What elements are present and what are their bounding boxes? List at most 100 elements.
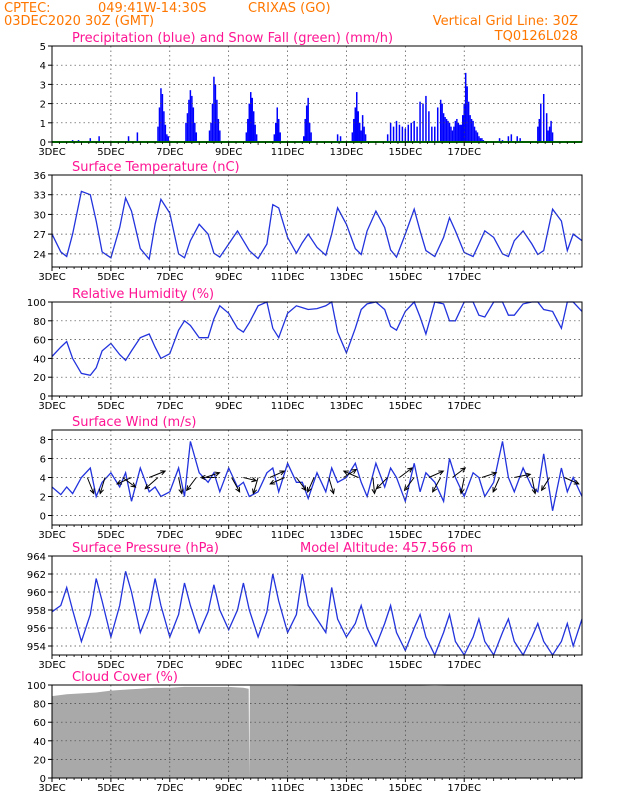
precip-bar xyxy=(305,105,308,142)
wind-arrow xyxy=(404,477,415,491)
wind-arrow xyxy=(541,477,551,491)
precip-bar xyxy=(310,132,312,142)
temp-title: Surface Temperature (nC) xyxy=(72,160,240,175)
precip-bar xyxy=(507,136,510,142)
pres-xtick-label: 15DEC xyxy=(388,660,422,671)
pres-panel: Surface Pressure (hPa) Model Altitude: 45… xyxy=(27,541,583,671)
cloud-ytick-label: 60 xyxy=(33,718,46,729)
precip-bar xyxy=(395,120,398,142)
precip-ytick-label: 0 xyxy=(40,138,46,149)
precip-bar xyxy=(277,118,280,142)
wind-arrow-head xyxy=(432,486,438,493)
precip-bar xyxy=(466,86,468,142)
wind-arrow-head xyxy=(491,471,498,477)
wind-arrow-head xyxy=(375,483,382,490)
pres-xtick-label: 11DEC xyxy=(271,660,305,671)
precip-bar xyxy=(357,111,359,142)
precip-bar xyxy=(245,132,248,142)
wind-arrow-head xyxy=(460,467,467,473)
wind-ytick-label: 2 xyxy=(40,493,46,504)
wind-xtick-label: 3DEC xyxy=(38,530,65,541)
wind-arrow xyxy=(204,472,220,478)
precip-xtick-label: 9DEC xyxy=(215,147,242,158)
precip-bar xyxy=(252,111,255,142)
header-run: 03DEC2020 30Z (GMT) xyxy=(4,14,154,29)
wind-arrow xyxy=(372,477,376,494)
wind-arrow xyxy=(452,467,466,478)
temp-ytick-label: 33 xyxy=(33,191,46,202)
precip-bar xyxy=(389,122,392,142)
precip-bar xyxy=(475,130,477,142)
wind-arrow xyxy=(481,472,497,478)
temp-ytick-label: 36 xyxy=(33,171,46,182)
precip-bar xyxy=(161,94,164,142)
precip-bar xyxy=(336,134,339,142)
precip-bar xyxy=(457,122,460,142)
wind-arrow-head xyxy=(351,468,358,474)
precip-bar xyxy=(472,120,474,142)
precip-bar xyxy=(194,122,196,142)
wind-arrow xyxy=(148,470,166,478)
precip-bar xyxy=(208,130,211,142)
precip-frame xyxy=(51,45,583,143)
wind-ytick-label: 0 xyxy=(40,512,46,523)
cloud-ytick-label: 100 xyxy=(27,681,46,692)
wind-arrow-head xyxy=(130,482,137,488)
precip-bar xyxy=(158,107,161,142)
precip-bar xyxy=(339,136,342,142)
wind-panel: Surface Wind (m/s) 0 2 4 6 8 3DEC 5DEC 7DEC 9DEC 1… xyxy=(38,415,583,541)
precip-bar xyxy=(248,103,251,142)
temp-panel: Surface Temperature (nC) 24 27 30 33 36 3DEC 5D… xyxy=(33,160,583,283)
precip-bar xyxy=(254,124,256,142)
precip-bar xyxy=(478,136,480,142)
precip-bar xyxy=(447,120,449,142)
precip-bar xyxy=(398,124,401,142)
wind-arrow xyxy=(252,477,259,494)
cloud-area xyxy=(52,685,582,778)
wind-arrow-head xyxy=(160,470,167,476)
precip-title: Precipitation (blue) and Snow Fall (gree… xyxy=(72,31,393,46)
precip-bar xyxy=(476,132,479,142)
wind-arrow-head xyxy=(269,479,276,485)
precip-bar xyxy=(279,132,281,142)
precip-bar xyxy=(247,118,249,142)
precip-bar xyxy=(164,124,167,142)
precip-bar xyxy=(250,92,252,142)
pres-xtick-label: 17DEC xyxy=(447,660,481,671)
precip-xtick-label: 17DEC xyxy=(447,147,481,158)
wind-arrow-head xyxy=(251,477,258,483)
cloud-ytick-label: 40 xyxy=(33,737,46,748)
cloud-panel: Cloud Cover (%) 0 20 40 60 80 100 3DEC 5DEC 7DEC 9… xyxy=(27,670,583,794)
wind-arrow-head xyxy=(541,485,547,492)
rh-xtick-label: 3DEC xyxy=(38,401,65,412)
header-model-id: TQ0126L028 xyxy=(494,29,578,44)
wind-ytick-label: 4 xyxy=(40,474,46,485)
pres-ytick-label: 962 xyxy=(27,570,46,581)
temp-xtick-label: 11DEC xyxy=(271,272,305,283)
wind-arrow xyxy=(122,477,136,488)
rh-ytick-label: 40 xyxy=(33,354,46,365)
precip-bar xyxy=(255,134,258,142)
cloud-xtick-label: 11DEC xyxy=(271,783,305,794)
precip-bar xyxy=(519,138,521,142)
rh-panel: Relative Humidity (%) 0 20 40 60 80 100 3DEC 5DE… xyxy=(27,287,583,412)
precip-bar xyxy=(436,107,439,142)
temp-line xyxy=(51,190,583,261)
precip-bar xyxy=(416,126,418,142)
precip-bar xyxy=(353,118,355,142)
pres-ytick-label: 954 xyxy=(27,642,46,653)
cloud-ytick-label: 20 xyxy=(33,755,46,766)
precip-bar xyxy=(510,134,513,142)
pres-xtick-label: 9DEC xyxy=(215,660,242,671)
rh-ytick-label: 60 xyxy=(33,336,46,347)
pres-ytick-label: 960 xyxy=(27,588,46,599)
pres-xtick-label: 7DEC xyxy=(156,660,183,671)
precip-bar xyxy=(386,134,389,142)
precip-bar xyxy=(358,122,361,142)
precip-bar xyxy=(213,76,215,142)
precip-bar xyxy=(410,122,412,142)
wind-title: Surface Wind (m/s) xyxy=(72,415,196,430)
precip-bar xyxy=(364,134,367,142)
precip-bar xyxy=(540,103,542,142)
precip-bar xyxy=(413,120,415,142)
